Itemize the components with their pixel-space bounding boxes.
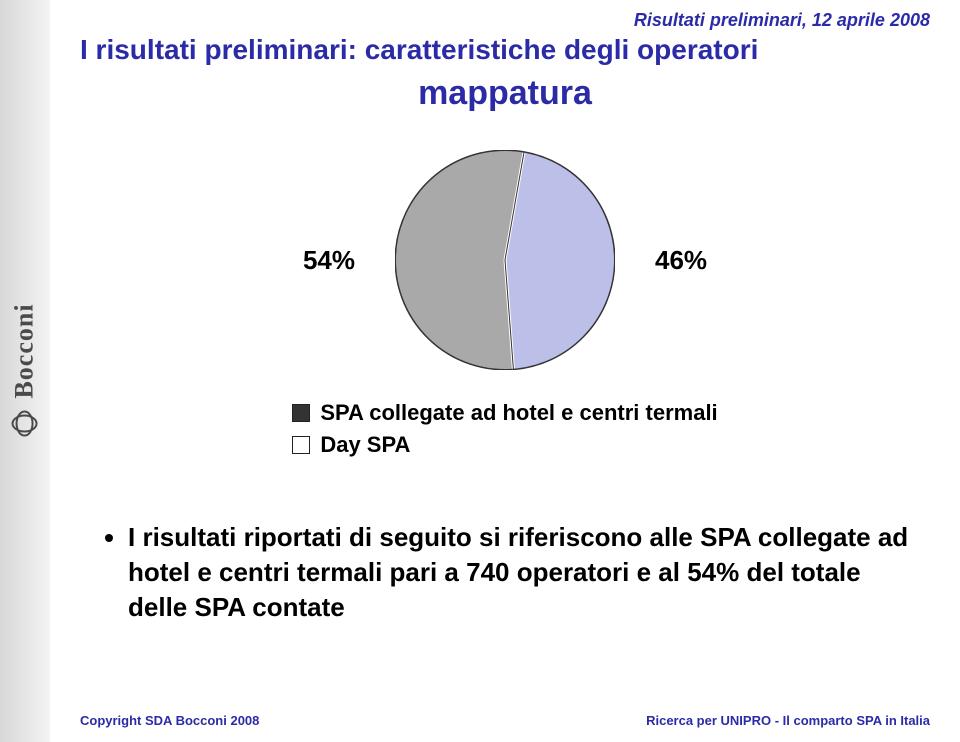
legend-swatch-icon <box>292 404 310 422</box>
pie-area: 54% 46% SPA collegate ad hotel e centri … <box>50 150 960 458</box>
pie-slice <box>505 152 615 370</box>
legend-label: SPA collegate ad hotel e centri termali <box>320 400 717 426</box>
bullet-list: I risultati riportati di seguito si rife… <box>110 520 920 625</box>
slide-content: Risultati preliminari, 12 aprile 2008 I … <box>50 0 960 742</box>
legend-item: SPA collegate ad hotel e centri termali <box>292 400 717 426</box>
brand-logo-icon <box>10 409 40 439</box>
pie-chart <box>395 150 615 370</box>
footer-right: Ricerca per UNIPRO - Il comparto SPA in … <box>646 713 930 728</box>
pie-pct-right: 46% <box>655 245 707 276</box>
brand: Bocconi <box>10 303 40 438</box>
pie-slice <box>395 150 524 370</box>
pie-pct-left: 54% <box>303 245 355 276</box>
slide-subtitle: mappatura <box>50 74 960 113</box>
footer-left: Copyright SDA Bocconi 2008 <box>80 713 259 728</box>
pie-legend: SPA collegate ad hotel e centri termali … <box>292 400 717 458</box>
legend-item: Day SPA <box>292 432 717 458</box>
sidebar: Bocconi <box>0 0 50 742</box>
legend-swatch-icon <box>292 436 310 454</box>
bullet-item: I risultati riportati di seguito si rife… <box>128 520 920 625</box>
brand-text: Bocconi <box>10 303 40 398</box>
header-note: Risultati preliminari, 12 aprile 2008 <box>634 10 930 31</box>
slide-title: I risultati preliminari: caratteristiche… <box>80 34 758 66</box>
legend-label: Day SPA <box>320 432 410 458</box>
